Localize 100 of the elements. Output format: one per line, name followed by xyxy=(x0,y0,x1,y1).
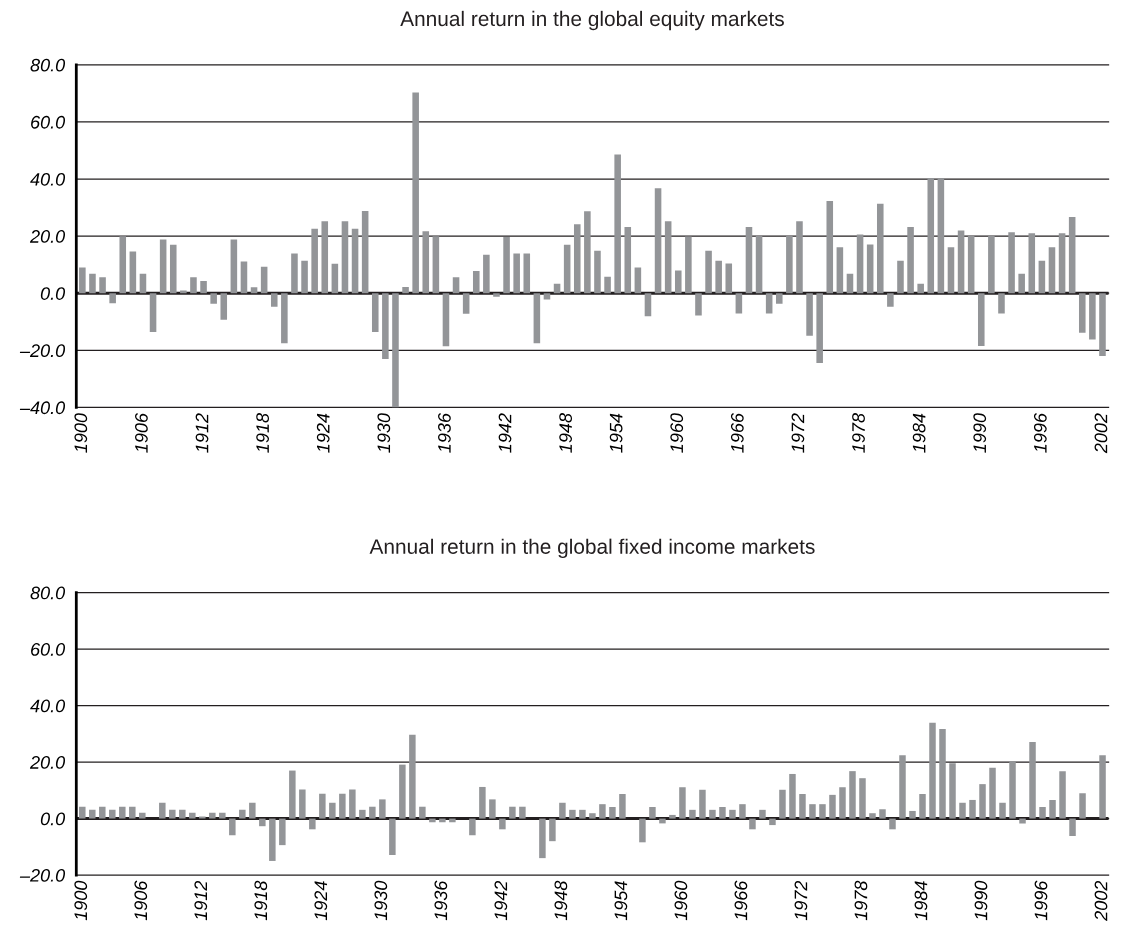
bar xyxy=(139,812,146,819)
bar xyxy=(909,810,916,819)
x-tick-label: 1954 xyxy=(614,881,628,921)
bar xyxy=(779,789,786,819)
x-tick-label: 1996 xyxy=(1034,880,1048,921)
bar xyxy=(799,794,806,819)
bar xyxy=(769,818,776,826)
bar xyxy=(432,236,440,294)
bar xyxy=(619,794,626,819)
x-tick-label: 1918 xyxy=(256,413,270,453)
bar xyxy=(685,236,692,294)
y-tick-label: –40.0 xyxy=(19,401,66,415)
bar xyxy=(210,293,217,304)
bar xyxy=(1089,293,1096,340)
y-tick-label: 0.0 xyxy=(40,287,66,300)
bar xyxy=(489,799,496,819)
bar xyxy=(513,253,520,294)
bar xyxy=(919,794,926,819)
bar xyxy=(493,293,500,297)
x-tick-label: 2002 xyxy=(1094,413,1108,454)
bar xyxy=(119,236,127,294)
bar xyxy=(419,806,426,819)
bar xyxy=(189,812,196,819)
x-tick-label: 1966 xyxy=(730,412,744,453)
bar xyxy=(220,293,228,320)
bar xyxy=(897,260,904,294)
bar xyxy=(967,235,975,294)
y-tick-label: 80.0 xyxy=(30,586,66,600)
bar xyxy=(796,221,803,294)
x-tick-label: 1978 xyxy=(854,880,868,921)
bar xyxy=(341,221,349,294)
bar xyxy=(1079,793,1086,819)
bar xyxy=(1069,818,1076,837)
x-tick-label: 1906 xyxy=(135,412,148,453)
bar xyxy=(836,247,844,294)
bar xyxy=(809,804,816,819)
bar xyxy=(412,92,419,294)
bar xyxy=(379,799,386,819)
bar xyxy=(939,729,946,819)
bar xyxy=(260,266,268,294)
bar xyxy=(739,804,746,819)
bar xyxy=(695,293,702,316)
x-tick-label: 1960 xyxy=(670,413,684,453)
y-tick-label: 0.0 xyxy=(40,812,66,826)
bar xyxy=(1038,260,1046,294)
bar xyxy=(644,293,652,317)
bar xyxy=(539,818,546,859)
bar xyxy=(392,293,399,408)
bar xyxy=(270,293,278,307)
bar xyxy=(503,236,510,294)
y-tick-label: –20.0 xyxy=(19,344,66,358)
bar xyxy=(523,253,531,294)
bar xyxy=(599,804,606,819)
bar xyxy=(109,293,116,304)
bar xyxy=(786,235,793,294)
bar xyxy=(988,235,995,294)
bar xyxy=(609,807,616,819)
bar xyxy=(957,230,965,294)
bar xyxy=(519,806,526,819)
bar xyxy=(879,809,886,819)
bar xyxy=(869,813,876,819)
bar xyxy=(230,239,238,294)
x-tick-label: 1936 xyxy=(438,412,451,453)
bar xyxy=(749,818,756,830)
chart-title: Annual return in the global fixed income markets xyxy=(369,538,815,559)
x-tick-label: 1990 xyxy=(974,880,988,921)
bar xyxy=(559,802,566,819)
bar xyxy=(1039,807,1046,819)
bar xyxy=(826,201,834,294)
x-tick-label: 1918 xyxy=(254,880,268,921)
bar xyxy=(269,818,276,861)
bar xyxy=(371,293,379,333)
bar xyxy=(1058,233,1066,294)
bar xyxy=(614,154,621,294)
bar xyxy=(543,293,551,300)
bar xyxy=(319,793,326,819)
bar xyxy=(1059,771,1066,819)
bar xyxy=(887,293,894,307)
bar xyxy=(839,787,846,819)
bar xyxy=(1009,761,1016,819)
bar xyxy=(705,250,712,294)
y-tick-label: 60.0 xyxy=(31,643,66,656)
bar xyxy=(856,234,864,294)
bar xyxy=(735,293,743,314)
y-tick-label: 80.0 xyxy=(30,58,66,72)
bar xyxy=(876,203,884,294)
bar xyxy=(937,178,945,294)
x-tick-label: 1930 xyxy=(377,413,391,453)
bar xyxy=(927,177,935,294)
chart-title: Annual return in the global equity markets xyxy=(400,10,784,31)
bar xyxy=(422,231,430,294)
bar xyxy=(669,814,676,819)
bar xyxy=(1048,247,1056,294)
bar xyxy=(1029,742,1036,819)
bar xyxy=(579,809,586,819)
bar xyxy=(229,818,236,836)
bar xyxy=(219,812,226,819)
bar xyxy=(339,793,346,819)
x-tick-label: 1930 xyxy=(374,880,388,921)
bar xyxy=(604,276,611,294)
